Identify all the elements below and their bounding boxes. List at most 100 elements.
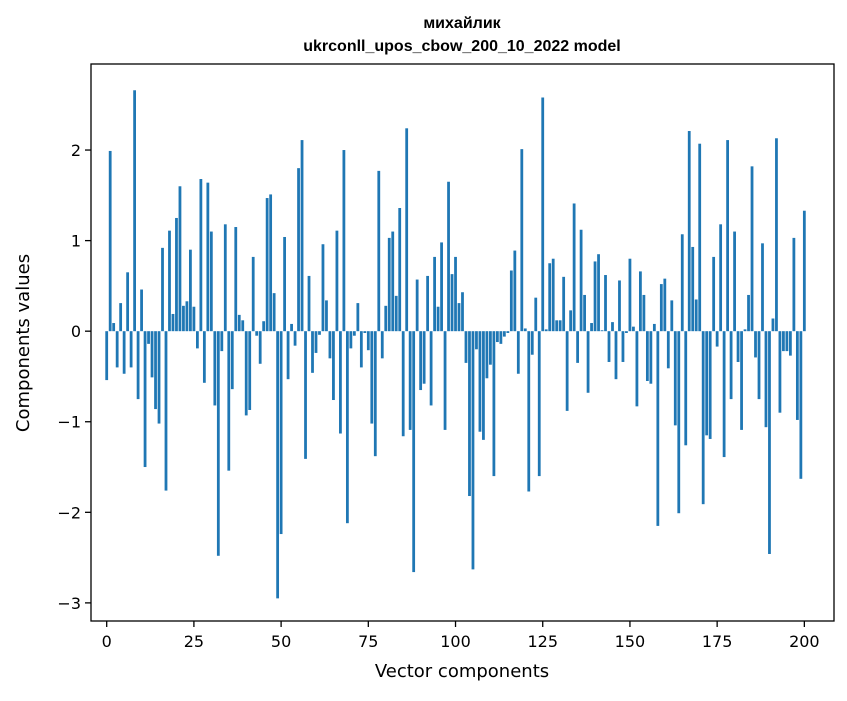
bar-107 bbox=[478, 331, 482, 432]
bar-160 bbox=[663, 278, 667, 332]
bar-133 bbox=[569, 310, 573, 332]
bar-32 bbox=[216, 331, 220, 556]
bar-125 bbox=[541, 97, 545, 332]
plot-frame bbox=[90, 63, 835, 622]
bar-103 bbox=[464, 331, 468, 363]
bar-135 bbox=[576, 331, 580, 363]
bar-130 bbox=[558, 320, 562, 332]
bar-129 bbox=[555, 320, 559, 332]
bar-169 bbox=[694, 299, 698, 332]
bar-84 bbox=[398, 208, 402, 332]
bar-95 bbox=[436, 306, 440, 332]
bar-104 bbox=[468, 331, 471, 497]
bar-15 bbox=[157, 331, 161, 424]
bar-77 bbox=[373, 331, 377, 457]
bar-120 bbox=[523, 328, 527, 332]
bar-156 bbox=[649, 331, 653, 384]
bar-64 bbox=[328, 331, 332, 359]
bar-7 bbox=[129, 331, 133, 368]
bar-19 bbox=[171, 313, 175, 332]
bar-81 bbox=[387, 237, 391, 332]
bar-115 bbox=[506, 331, 510, 333]
bar-68 bbox=[342, 150, 346, 332]
bar-165 bbox=[680, 234, 684, 332]
bar-183 bbox=[743, 329, 747, 332]
bar-42 bbox=[251, 256, 255, 332]
bar-114 bbox=[502, 331, 506, 337]
y-tick-label--2: −2 bbox=[57, 503, 81, 522]
bar-11 bbox=[143, 331, 147, 468]
bar-56 bbox=[300, 140, 304, 332]
bar-51 bbox=[283, 236, 286, 332]
x-tick-label-200: 200 bbox=[789, 632, 820, 651]
x-tick-label-150: 150 bbox=[615, 632, 646, 651]
bar-41 bbox=[248, 331, 252, 410]
bar-36 bbox=[230, 331, 234, 390]
bar-151 bbox=[632, 326, 635, 332]
chart-title-line1: михайлик bbox=[423, 15, 501, 32]
bar-185 bbox=[750, 166, 754, 332]
bar-22 bbox=[182, 305, 185, 332]
bar-137 bbox=[583, 294, 586, 332]
bar-20 bbox=[175, 217, 178, 332]
bar-74 bbox=[363, 331, 367, 333]
bar-132 bbox=[565, 331, 569, 411]
bar-126 bbox=[544, 329, 548, 332]
bar-127 bbox=[548, 263, 552, 332]
bar-40 bbox=[244, 331, 248, 416]
bar-152 bbox=[635, 331, 639, 407]
bar-58 bbox=[307, 275, 311, 332]
bar-70 bbox=[349, 331, 353, 349]
bar-200 bbox=[802, 210, 806, 332]
bar-12 bbox=[147, 331, 150, 344]
bar-21 bbox=[178, 186, 182, 332]
bar-111 bbox=[492, 331, 496, 477]
bar-190 bbox=[768, 331, 771, 554]
bar-141 bbox=[597, 254, 600, 332]
bar-122 bbox=[530, 331, 534, 355]
bars-group bbox=[105, 90, 806, 599]
x-tick-label-175: 175 bbox=[702, 632, 733, 651]
bar-196 bbox=[789, 331, 792, 356]
bar-16 bbox=[161, 247, 164, 332]
bar-72 bbox=[356, 303, 360, 332]
bar-157 bbox=[652, 323, 656, 332]
bar-176 bbox=[719, 224, 723, 332]
bar-179 bbox=[729, 331, 733, 400]
bar-98 bbox=[447, 181, 450, 332]
bar-91 bbox=[422, 331, 426, 384]
bar-167 bbox=[687, 131, 691, 332]
bar-113 bbox=[499, 331, 503, 344]
bar-177 bbox=[722, 331, 726, 458]
bar-124 bbox=[537, 331, 541, 477]
bar-145 bbox=[611, 322, 614, 332]
bar-23 bbox=[185, 301, 189, 332]
bar-97 bbox=[443, 331, 447, 430]
x-tick-label-75: 75 bbox=[358, 632, 378, 651]
bar-189 bbox=[764, 331, 768, 428]
bar-159 bbox=[659, 284, 663, 332]
bar-48 bbox=[272, 293, 276, 332]
bar-28 bbox=[202, 331, 206, 383]
y-axis-label: Components values bbox=[13, 254, 34, 432]
bar-82 bbox=[391, 231, 395, 332]
bar-63 bbox=[325, 300, 328, 332]
bar-110 bbox=[489, 331, 492, 365]
x-axis-ticks: 0 25 50 75 100 125 150 175 200 bbox=[102, 621, 820, 651]
bar-13 bbox=[150, 331, 154, 378]
bar-170 bbox=[698, 143, 702, 332]
bar-148 bbox=[621, 331, 625, 362]
bar-171 bbox=[701, 331, 705, 505]
bar-108 bbox=[482, 331, 485, 440]
x-tick-label-125: 125 bbox=[527, 632, 558, 651]
bar-139 bbox=[590, 323, 593, 332]
y-tick-label--3: −3 bbox=[57, 594, 81, 613]
bar-187 bbox=[757, 331, 761, 400]
bar-106 bbox=[475, 331, 478, 350]
bar-100 bbox=[454, 256, 457, 332]
bar-1 bbox=[108, 150, 112, 332]
bar-37 bbox=[234, 227, 238, 332]
bar-194 bbox=[782, 331, 785, 352]
bar-128 bbox=[551, 258, 555, 332]
bar-161 bbox=[666, 331, 670, 369]
